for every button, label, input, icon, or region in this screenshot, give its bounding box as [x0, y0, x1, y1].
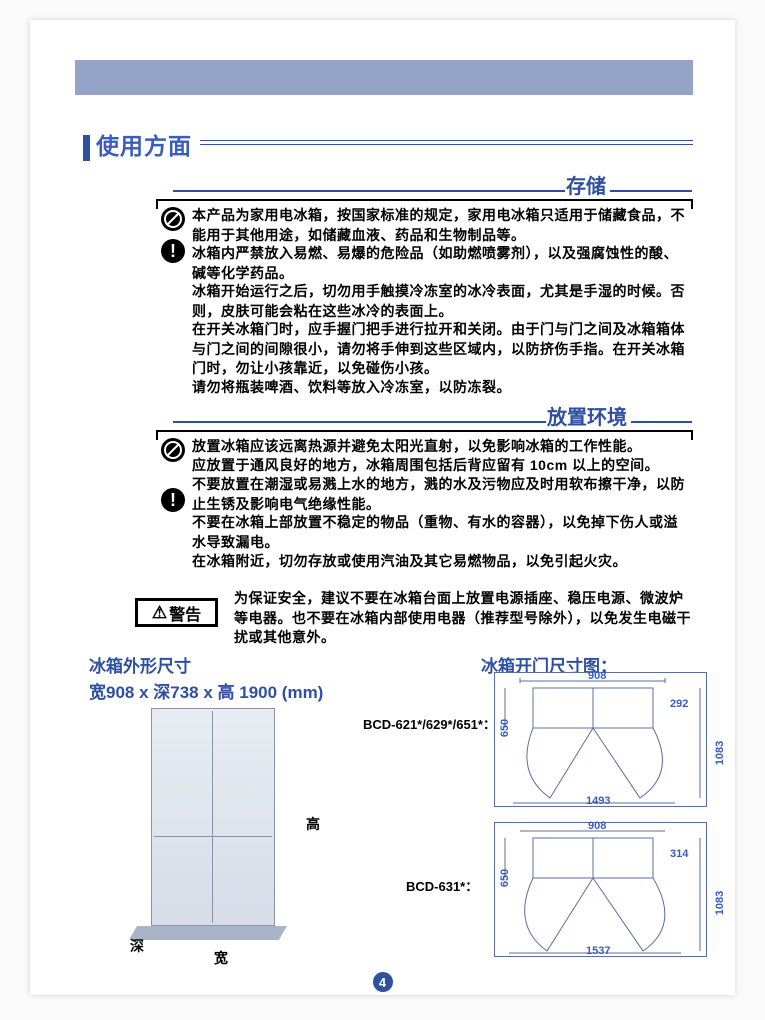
door-diagram-2: [494, 822, 707, 957]
env-text: 放置冰箱应该远离热源并避免太阳光直射，以免影响冰箱的工作性能。: [192, 437, 692, 457]
env-text: 不要在冰箱上部放置不稳定的物品（重物、有水的容器），以免掉下伤人或溢水导致漏电。: [192, 513, 692, 552]
diagram-model-label: BCD-621*/629*/651*：: [363, 714, 496, 733]
storage-heading: 存储: [566, 170, 606, 199]
divider: [610, 190, 692, 192]
door-diagram-1: [494, 672, 707, 807]
depth-label: 深: [130, 936, 144, 956]
door-svg: [495, 823, 708, 958]
dim-width-top: 908: [588, 820, 606, 832]
title-bar-icon: [83, 135, 90, 161]
height-label: 高: [306, 814, 320, 834]
door-svg: [495, 673, 708, 808]
fridge-illustration: [129, 708, 289, 943]
prohibit-icon: [161, 438, 185, 462]
dim-height-left: 650: [499, 719, 511, 737]
storage-text: 在开关冰箱门时，应手握门把手进行拉开和关闭。由于门与门之间及冰箱箱体与门之间的间…: [192, 320, 692, 379]
divider: [173, 190, 565, 192]
dim-width-bot: 1537: [586, 945, 610, 957]
dim-width-top: 908: [588, 670, 606, 682]
env-heading: 放置环境: [547, 401, 627, 430]
section-title: 使用方面: [96, 127, 192, 161]
exclaim-icon: !: [161, 239, 185, 263]
diagram-model-label: BCD-631*：: [406, 876, 478, 895]
env-text: 应放置于通风良好的地方，冰箱周围包括后背应留有 10cm 以上的空间。: [192, 456, 692, 476]
page-number: 4: [373, 972, 393, 992]
divider: [631, 421, 692, 423]
warning-label: 警告: [169, 601, 201, 625]
dim-height-right: 1083: [714, 891, 726, 915]
storage-text: 冰箱内严禁放入易燃、易爆的危险品（如助燃喷雾剂），以及强腐蚀性的酸、碱等化学药品…: [192, 244, 692, 283]
exclaim-icon: !: [161, 488, 185, 512]
storage-text: 冰箱开始运行之后，切勿用手触摸冷冻室的冰冷表面，尤其是手湿的时候。否则，皮肤可能…: [192, 282, 692, 321]
dim-inset: 314: [670, 848, 688, 860]
section-title-wrap: 使用方面: [83, 127, 192, 161]
warning-triangle-icon: ⚠: [152, 603, 167, 623]
prohibit-icon: [161, 207, 185, 231]
dim-inset: 292: [670, 698, 688, 710]
dim-width-bot: 1493: [586, 795, 610, 807]
title-underline: [200, 140, 693, 141]
manual-page: 使用方面 存储 ! 本产品为家用电冰箱，按国家标准的规定，家用电冰箱只适用于储藏…: [30, 20, 735, 995]
dimensions-value: 宽908 x 深738 x 高 1900 (mm): [89, 678, 323, 703]
env-text: 在冰箱附近，切勿存放或使用汽油及其它易燃物品，以免引起火灾。: [192, 552, 692, 572]
dim-height-left: 650: [499, 869, 511, 887]
divider: [173, 421, 546, 423]
dim-height-right: 1083: [714, 741, 726, 765]
header-band: [75, 60, 693, 95]
width-label: 宽: [214, 948, 228, 968]
title-underline-2: [200, 144, 693, 145]
storage-text: 本产品为家用电冰箱，按国家标准的规定，家用电冰箱只适用于储藏食品，不能用于其他用…: [192, 206, 692, 245]
warning-badge: ⚠ 警告: [135, 598, 218, 627]
warning-text: 为保证安全，建议不要在冰箱台面上放置电源插座、稳压电源、微波炉等电器。也不要在冰…: [234, 589, 692, 648]
dimensions-title: 冰箱外形尺寸: [89, 652, 191, 677]
env-text: 不要放置在潮湿或易溅上水的地方，溅的水及污物应及时用软布擦干净，以防止生锈及影响…: [192, 475, 692, 514]
storage-text: 请勿将瓶装啤酒、饮料等放入冷冻室，以防冻裂。: [192, 378, 692, 398]
